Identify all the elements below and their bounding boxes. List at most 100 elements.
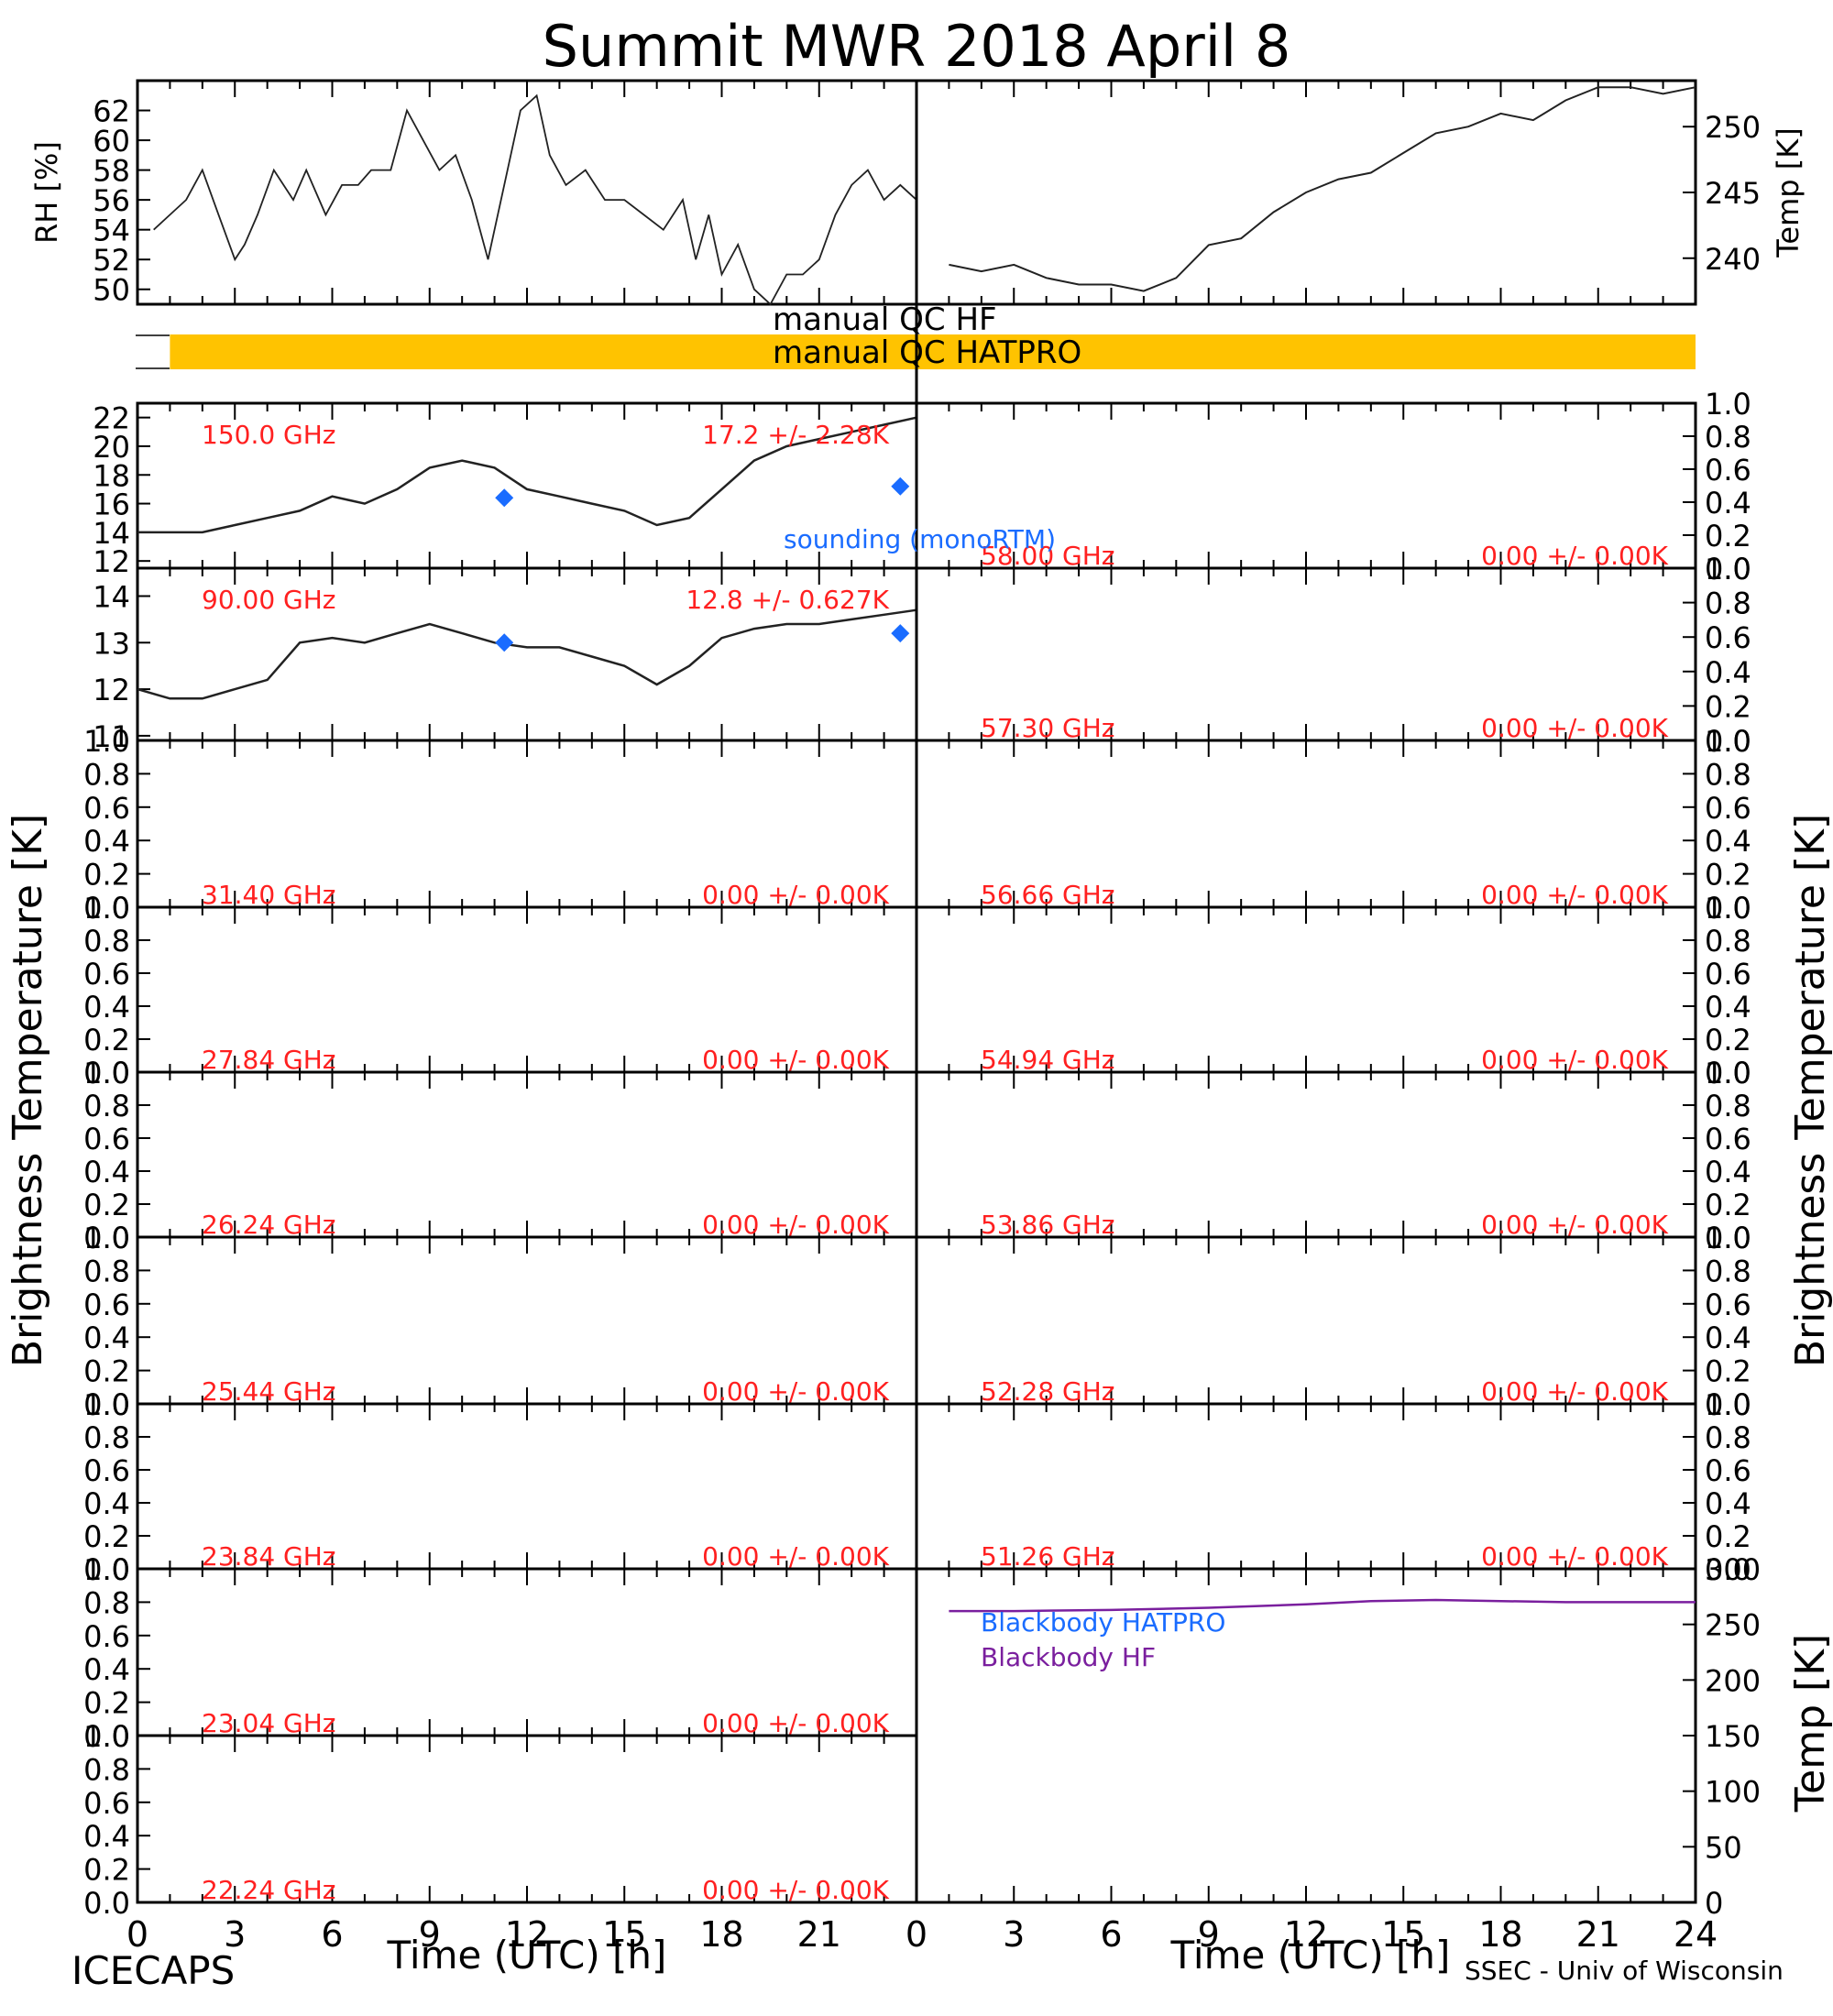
stat-label: 0.00 +/- 0.00K bbox=[702, 1708, 889, 1738]
y-tick-label: 1.0 bbox=[83, 1552, 130, 1587]
y-tick-label: 14 bbox=[93, 579, 130, 614]
y-tick-label: 0.8 bbox=[1705, 757, 1751, 792]
x-tick-label-right: 3 bbox=[1003, 1914, 1025, 1955]
y-tick-label: 0.8 bbox=[83, 1420, 130, 1455]
y-tick-label: 0.2 bbox=[1705, 689, 1751, 724]
stat-label: 0.00 +/- 0.00K bbox=[702, 1210, 889, 1240]
freq-label: 23.04 GHz bbox=[202, 1708, 336, 1738]
y-tick-label: 0.2 bbox=[83, 1853, 130, 1888]
panel-tb56660: 0.00.20.40.60.81.056.66 GHz 0.00 +/- 0.00… bbox=[915, 724, 1751, 926]
legend-blackbody-hatpro: Blackbody HATPRO bbox=[981, 1607, 1225, 1638]
y-tick-label: 0.4 bbox=[1705, 655, 1751, 690]
center-ylabel-left: Brightness Temperature [K] bbox=[5, 814, 51, 1367]
y-tick-label: 0.6 bbox=[83, 957, 130, 992]
freq-label: 57.30 GHz bbox=[981, 713, 1115, 743]
freq-label: 26.24 GHz bbox=[202, 1210, 336, 1240]
y-tick-label: 1.0 bbox=[83, 1719, 130, 1754]
x-tick-label-right: 9 bbox=[1198, 1914, 1220, 1955]
y-tick-label: 0.6 bbox=[83, 1122, 130, 1156]
y-tick-label: 50 bbox=[1705, 1830, 1742, 1865]
y-tick-label: 0.2 bbox=[1705, 1354, 1751, 1389]
y-tick-label: 0.4 bbox=[83, 824, 130, 859]
y-tick-label: 0.4 bbox=[1705, 1155, 1751, 1189]
panel-tb52280: 0.00.20.40.60.81.052.28 GHz 0.00 +/- 0.00… bbox=[915, 1221, 1751, 1422]
x-tick-label-right: 24 bbox=[1674, 1914, 1718, 1955]
freq-label: 54.94 GHz bbox=[981, 1045, 1115, 1075]
y-tick-label: 1.0 bbox=[1705, 724, 1751, 759]
y-tick-label: 1.0 bbox=[1705, 1387, 1751, 1422]
series-line bbox=[949, 86, 1696, 292]
y-tick-label: 0.0 bbox=[83, 1719, 130, 1754]
y-tick-label: 0.4 bbox=[83, 1155, 130, 1189]
y-tick-label: 0.0 bbox=[83, 1387, 130, 1422]
x-tick-label-right: 6 bbox=[1100, 1914, 1122, 1955]
y-tick-label: 0.8 bbox=[83, 924, 130, 959]
y-tick-label: 200 bbox=[1705, 1663, 1761, 1698]
stat-label: 17.2 +/- 2.28K bbox=[702, 420, 889, 450]
y-tick-label: 0.6 bbox=[83, 1619, 130, 1654]
chart-title: Summit MWR 2018 April 8 bbox=[543, 13, 1291, 80]
y-tick-label: 0.0 bbox=[83, 1056, 130, 1090]
y-tick-label: 0.6 bbox=[1705, 1453, 1751, 1488]
y-tick-label: 1.0 bbox=[1705, 387, 1751, 422]
x-tick-label-left: 21 bbox=[797, 1914, 841, 1955]
x-tick-label-left: 18 bbox=[699, 1914, 743, 1955]
qc-strip: manual QC HF manual QC HATPRO bbox=[136, 81, 1696, 403]
freq-label: 150.0 GHz bbox=[202, 420, 336, 450]
x-tick-label-left: 6 bbox=[321, 1914, 343, 1955]
y-tick-label: 62 bbox=[93, 94, 130, 129]
footer-left: ICECAPS bbox=[71, 1948, 235, 1993]
y-tick-label: 60 bbox=[93, 124, 130, 159]
y-tick-label: 58 bbox=[93, 154, 130, 189]
stat-label: 0.00 +/- 0.00K bbox=[702, 1541, 889, 1572]
y-tick-label: 52 bbox=[93, 243, 130, 278]
sounding-point bbox=[891, 477, 910, 496]
y-tick-label: 0.2 bbox=[83, 1354, 130, 1389]
stat-label: 0.00 +/- 0.00K bbox=[1481, 880, 1668, 910]
y-tick-label: 0.4 bbox=[83, 1819, 130, 1854]
stat-label: 0.00 +/- 0.00K bbox=[1481, 1045, 1668, 1075]
x-tick-label-right: 0 bbox=[906, 1914, 927, 1955]
y-tick-label: 0.6 bbox=[83, 1287, 130, 1322]
y-tick-label: 14 bbox=[93, 516, 130, 551]
x-tick-label-left: 15 bbox=[602, 1914, 646, 1955]
y-tick-label: 0.8 bbox=[1705, 1089, 1751, 1123]
y-tick-label: 0.8 bbox=[83, 1585, 130, 1620]
panel-tb26240: 0.00.20.40.60.81.026.24 GHz 0.00 +/- 0.00… bbox=[83, 1056, 918, 1255]
y-tick-label: 0.8 bbox=[83, 1752, 130, 1787]
y-tick-label: 0.2 bbox=[1705, 858, 1751, 893]
y-tick-label: 0.4 bbox=[83, 1320, 130, 1355]
y-tick-label: 245 bbox=[1705, 176, 1761, 211]
y-tick-label: 0.0 bbox=[83, 1221, 130, 1255]
y-tick-label: 0.4 bbox=[1705, 990, 1751, 1024]
y-tick-label: 1.0 bbox=[1705, 552, 1751, 586]
y-tick-label: 0.6 bbox=[83, 1453, 130, 1488]
y-tick-label: 0.6 bbox=[1705, 1287, 1751, 1322]
stat-label: 0.00 +/- 0.00K bbox=[1481, 713, 1668, 743]
panel-tb23840: 0.00.20.40.60.81.023.84 GHz 0.00 +/- 0.00… bbox=[83, 1387, 918, 1587]
freq-label: 56.66 GHz bbox=[981, 880, 1115, 910]
stat-label: 12.8 +/- 0.627K bbox=[686, 585, 889, 615]
y-tick-label: 0.6 bbox=[83, 791, 130, 826]
x-tick-label-left: 9 bbox=[419, 1914, 441, 1955]
freq-label: 53.86 GHz bbox=[981, 1210, 1115, 1240]
y-tick-label: 1.0 bbox=[83, 724, 130, 759]
y-tick-label: 0.2 bbox=[83, 1519, 130, 1554]
stat-label: 0.00 +/- 0.00K bbox=[702, 1376, 889, 1407]
y-tick-label: 0.6 bbox=[83, 1786, 130, 1821]
stat-label: 0.00 +/- 0.00K bbox=[1481, 541, 1668, 571]
panel-tb54940: 0.00.20.40.60.81.054.94 GHz 0.00 +/- 0.00… bbox=[915, 891, 1751, 1090]
y-tick-label: 240 bbox=[1705, 242, 1761, 277]
y-tick-label: 18 bbox=[93, 458, 130, 493]
panel-tb27840: 0.00.20.40.60.81.027.84 GHz 0.00 +/- 0.00… bbox=[83, 891, 918, 1090]
y-tick-label: 12 bbox=[93, 673, 130, 707]
y-tick-label: 0.0 bbox=[1705, 1056, 1751, 1090]
y-tick-label: 0.4 bbox=[1705, 1486, 1751, 1521]
y-tick-label: 0.2 bbox=[1705, 1023, 1751, 1057]
stat-label: 0.00 +/- 0.00K bbox=[1481, 1376, 1668, 1407]
panel-tb23040: 0.00.20.40.60.81.023.04 GHz 0.00 +/- 0.00… bbox=[83, 1552, 918, 1754]
y-tick-label: 250 bbox=[1705, 110, 1761, 145]
